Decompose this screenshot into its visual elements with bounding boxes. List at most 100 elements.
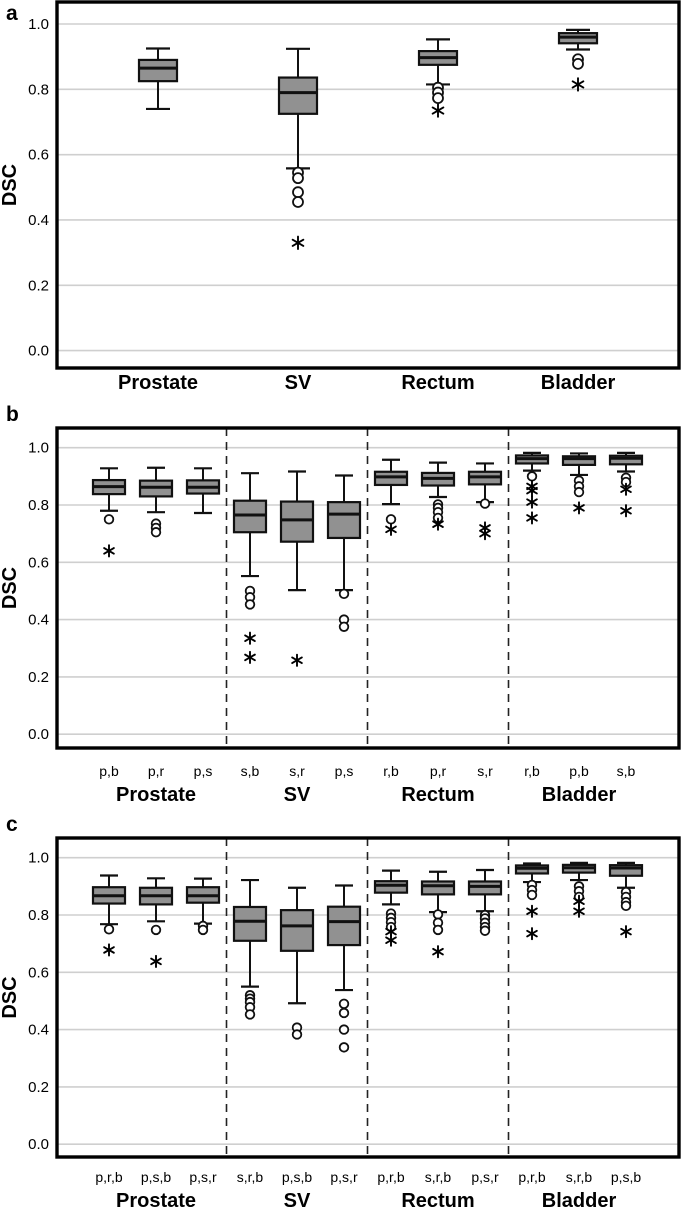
- group-label: Bladder: [541, 372, 616, 394]
- outlier-star-icon: [620, 925, 632, 939]
- outlier-circle-icon: [292, 172, 304, 185]
- outlier-circle-icon: [103, 514, 115, 525]
- outlier-circle-icon: [338, 621, 350, 632]
- boxplot-box: [279, 470, 315, 667]
- boxplot-box: [138, 466, 174, 538]
- box-sublabel: s,r,b: [425, 1169, 452, 1185]
- iqr-box: [232, 905, 268, 942]
- box-sublabel: p,b: [99, 763, 119, 779]
- outlier-star-icon: [571, 77, 585, 92]
- boxplot-box: [514, 862, 550, 941]
- y-axis-tick-label: 0.0: [28, 343, 49, 360]
- iqr-box: [277, 76, 319, 115]
- boxplot-box: [514, 451, 550, 525]
- outlier-circle-icon: [338, 588, 350, 600]
- boxplot-box: [91, 467, 127, 558]
- group-label: SV: [284, 784, 311, 806]
- outlier-star-icon: [526, 927, 538, 941]
- iqr-box: [608, 864, 644, 877]
- outlier-circle-icon: [573, 486, 585, 498]
- boxplot-box: [137, 47, 179, 111]
- y-axis-title: DSC: [0, 976, 21, 1018]
- box-sublabel: p,s: [335, 763, 354, 779]
- boxplot-box: [561, 452, 597, 515]
- box-sublabel: p,s,b: [141, 1169, 172, 1185]
- panel-letter: a: [6, 2, 18, 25]
- boxplot-box: [467, 868, 503, 936]
- outlier-star-icon: [244, 631, 256, 645]
- outlier-circle-icon: [291, 1029, 303, 1040]
- outlier-circle-icon: [150, 527, 162, 538]
- iqr-box: [420, 880, 456, 896]
- y-axis-tick-label: 0.6: [28, 964, 49, 981]
- box-sublabel: p,s,r: [330, 1169, 358, 1185]
- y-axis-tick-label: 0.6: [28, 554, 49, 571]
- y-axis-tick-label: 0.2: [28, 277, 49, 294]
- box-sublabel: s,r,b: [237, 1169, 264, 1185]
- outlier-circle-icon: [338, 1007, 350, 1019]
- boxplot-box: [608, 451, 644, 518]
- outlier-star-icon: [479, 527, 491, 541]
- outlier-circle-icon: [197, 924, 209, 936]
- outlier-star-icon: [432, 945, 444, 959]
- outlier-star-icon: [526, 495, 538, 509]
- outlier-circle-icon: [292, 186, 304, 199]
- group-label: Rectum: [401, 784, 474, 806]
- boxplot-box: [420, 461, 456, 531]
- panel-letter: b: [6, 403, 19, 426]
- y-axis-tick-label: 0.8: [28, 907, 49, 924]
- boxplot-box: [373, 869, 409, 947]
- outlier-star-icon: [620, 482, 632, 496]
- outlier-circle-icon: [479, 498, 491, 509]
- group-label: Rectum: [401, 372, 474, 394]
- y-axis-tick-label: 0.2: [28, 669, 49, 686]
- y-axis-tick-label: 0.8: [28, 497, 49, 514]
- box-sublabel: p,s,r: [189, 1169, 217, 1185]
- outlier-star-icon: [573, 904, 585, 918]
- boxplot-box: [373, 458, 409, 536]
- box-sublabel: s,r: [289, 763, 305, 779]
- outlier-circle-icon: [526, 889, 538, 901]
- group-label: Prostate: [116, 784, 196, 806]
- outlier-star-icon: [103, 943, 115, 957]
- y-axis-tick-label: 0.0: [28, 726, 49, 743]
- outlier-circle-icon: [479, 925, 491, 936]
- outlier-circle-icon: [385, 514, 397, 525]
- outlier-star-icon: [244, 650, 256, 664]
- panel-b-svg: 0.0 0.2 0.4 0.6 0.8 1.0 p,b p,r p,s Prostate s,b s,…: [0, 397, 685, 807]
- outlier-star-icon: [431, 103, 445, 118]
- boxplot-box: [561, 861, 597, 918]
- y-axis-tick-label: 1.0: [28, 16, 49, 33]
- group-label: Prostate: [118, 372, 198, 394]
- outlier-star-icon: [526, 511, 538, 525]
- outlier-circle-icon: [620, 900, 632, 912]
- panel-a-chart: 0.0 0.2 0.4 0.6 0.8 1.0 Prostate SV Rectum Bladde…: [0, 0, 685, 397]
- box-sublabel: r,b: [383, 763, 399, 779]
- plot-border: [55, 0, 681, 370]
- outlier-star-icon: [291, 653, 303, 667]
- iqr-box: [467, 880, 503, 896]
- y-axis-tick-label: 0.8: [28, 81, 49, 98]
- group-label: Bladder: [542, 784, 617, 806]
- panel-background: [0, 0, 685, 397]
- boxplot-box: [277, 47, 319, 250]
- outlier-star-icon: [526, 904, 538, 918]
- outlier-star-icon: [573, 501, 585, 515]
- boxplot-box: [185, 467, 221, 515]
- outlier-circle-icon: [338, 1024, 350, 1035]
- boxplot-box: [279, 886, 315, 1040]
- boxplot-box: [417, 38, 459, 118]
- panel-a-svg: 0.0 0.2 0.4 0.6 0.8 1.0 Prostate SV Rectum Bladde…: [0, 0, 685, 397]
- y-axis-tick-label: 0.4: [28, 612, 49, 629]
- box-sublabel: p,r,b: [377, 1169, 404, 1185]
- boxplot-box: [138, 877, 174, 968]
- outlier-star-icon: [620, 504, 632, 518]
- box-sublabel: s,b: [241, 763, 260, 779]
- outlier-circle-icon: [338, 998, 350, 1010]
- outlier-star-icon: [526, 484, 538, 498]
- outlier-star-icon: [432, 517, 444, 531]
- y-axis-tick-label: 0.2: [28, 1079, 49, 1096]
- boxplot-box: [232, 472, 268, 664]
- outlier-circle-icon: [338, 1042, 350, 1053]
